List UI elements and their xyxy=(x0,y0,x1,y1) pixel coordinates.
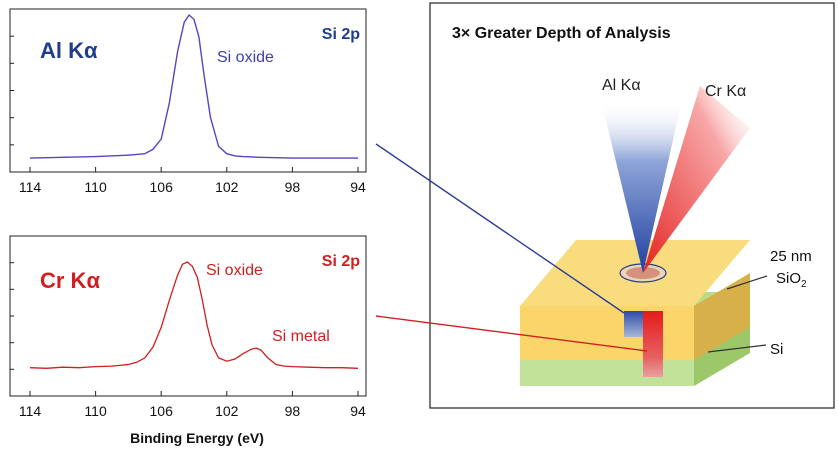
al-connector-line xyxy=(375,143,625,314)
al-x-tick-label: 106 xyxy=(150,179,174,195)
substrate-label: Si xyxy=(770,341,783,358)
cr-x-tick-label: 94 xyxy=(350,403,366,419)
cr-x-ticks xyxy=(29,391,359,396)
al-region-label: Si 2p xyxy=(322,26,360,43)
oxide-side-face xyxy=(694,273,750,360)
cr-beam xyxy=(643,86,750,273)
cr-connector-line xyxy=(375,315,648,352)
al-x-tick-label: 114 xyxy=(19,179,42,195)
cr-annotation-si-metal: Si metal xyxy=(272,328,330,345)
oxide-leader-line xyxy=(726,275,768,290)
al-x-tick-label: 94 xyxy=(350,179,366,195)
al-x-tick-label: 110 xyxy=(84,179,107,195)
x-axis-label: Binding Energy (eV) xyxy=(130,430,264,446)
cr-plot-frame xyxy=(9,235,367,397)
al-title: Al Kα xyxy=(40,38,98,63)
cr-x-tick-label: 114 xyxy=(19,403,42,419)
cr-x-tick-label: 98 xyxy=(285,403,301,419)
al-y-ticks xyxy=(10,35,14,146)
al-depth-column xyxy=(624,311,644,337)
cr-depth-column xyxy=(643,311,663,377)
substrate-leader-line xyxy=(707,344,767,353)
al-x-ticks xyxy=(29,167,359,172)
cr-y-ticks xyxy=(10,262,14,370)
cr-beam-label: Cr Kα xyxy=(705,83,746,100)
al-spectrum-panel: Al Kα Si 2p Si oxide 114 110 106 102 98 94 xyxy=(9,8,367,195)
cr-title: Cr Kα xyxy=(40,268,100,293)
al-plot-frame xyxy=(9,8,367,173)
cr-x-tick-label: 110 xyxy=(84,403,107,419)
cr-series-line xyxy=(29,261,359,369)
al-x-tick-label: 98 xyxy=(285,179,301,195)
cr-x-tick-label: 106 xyxy=(150,403,174,419)
oxide-thickness-label: 25 nm xyxy=(770,248,812,265)
depth-diagram-panel: 3× Greater Depth of Analysis Al Kα Cr Kα… xyxy=(429,2,835,409)
oxide-front-face xyxy=(520,306,694,360)
cr-region-label: Si 2p xyxy=(322,253,360,270)
al-beam-label: Al Kα xyxy=(602,77,641,94)
al-x-tick-label: 102 xyxy=(215,179,239,195)
al-annotation-si-oxide: Si oxide xyxy=(217,49,274,66)
al-beam xyxy=(601,100,682,273)
cr-annotation-si-oxide: Si oxide xyxy=(206,262,263,279)
cr-x-tick-labels: 114 110 106 102 98 94 xyxy=(19,403,366,419)
al-x-tick-labels: 114 110 106 102 98 94 xyxy=(19,179,366,195)
al-series-line xyxy=(29,13,358,159)
cr-spectrum-panel: Cr Kα Si 2p Si oxide Si metal 114 110 106 1… xyxy=(9,235,367,446)
oxide-material-label: SiO2 xyxy=(776,270,807,290)
diagram-title: 3× Greater Depth of Analysis xyxy=(452,25,671,42)
cr-x-tick-label: 102 xyxy=(215,403,239,419)
